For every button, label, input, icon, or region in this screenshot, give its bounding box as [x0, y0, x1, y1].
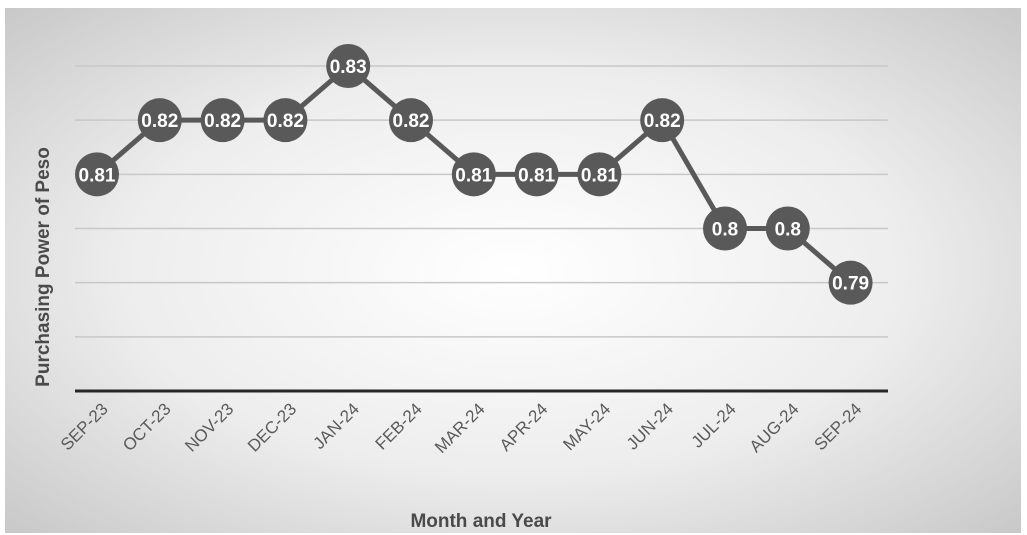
data-label: 0.82 [644, 111, 681, 132]
data-marker [703, 206, 747, 251]
data-marker [765, 206, 810, 251]
data-marker [828, 260, 873, 305]
line-chart: SEP-23 OCT-23 NOV-23 DEC-23 JAN-24 FEB-24 MAR-… [5, 8, 1021, 533]
data-marker [451, 152, 496, 197]
data-label: 0.8 [712, 220, 738, 241]
data-point: 0.81 [75, 152, 119, 197]
data-label: 0.83 [330, 57, 367, 78]
data-marker [389, 98, 433, 143]
data-point: 0.79 [828, 260, 873, 305]
data-point: 0.83 [326, 44, 371, 88]
data-point: 0.8 [765, 206, 810, 251]
data-label: 0.8 [775, 220, 801, 241]
data-point: 0.82 [137, 98, 182, 143]
data-point: 0.82 [640, 98, 685, 143]
data-marker [577, 152, 622, 197]
data-marker [263, 98, 308, 143]
gridlines [75, 65, 888, 393]
data-marker [640, 98, 685, 143]
data-label: 0.82 [393, 111, 430, 132]
data-label: 0.81 [518, 165, 555, 186]
data-marker [75, 152, 119, 197]
data-label: 0.82 [267, 111, 304, 132]
data-point: 0.82 [263, 98, 308, 143]
data-point: 0.8 [703, 206, 747, 251]
data-marker [514, 152, 559, 197]
data-point: 0.81 [577, 152, 622, 197]
data-marker [326, 44, 371, 88]
data-label: 0.81 [581, 165, 618, 186]
data-label: 0.79 [832, 274, 869, 295]
data-point: 0.81 [451, 152, 496, 197]
data-label: 0.82 [141, 111, 178, 132]
x-axis-title: Month and Year [410, 511, 552, 532]
data-point: 0.82 [389, 98, 433, 143]
data-point: 0.81 [514, 152, 559, 197]
data-point: 0.82 [200, 98, 245, 143]
data-marker [200, 98, 245, 143]
data-marker [137, 98, 182, 143]
chart-container: SEP-23 OCT-23 NOV-23 DEC-23 JAN-24 FEB-24 MAR-… [5, 8, 1021, 533]
data-label: 0.82 [204, 111, 241, 132]
y-axis-title: Purchasing Power of Peso [33, 147, 54, 387]
data-label: 0.81 [79, 165, 116, 186]
data-label: 0.81 [455, 165, 492, 186]
data-markers: 0.81 0.82 0.82 0.82 0.83 0.82 0.81 0.81 0.81 0.82… [75, 44, 873, 305]
